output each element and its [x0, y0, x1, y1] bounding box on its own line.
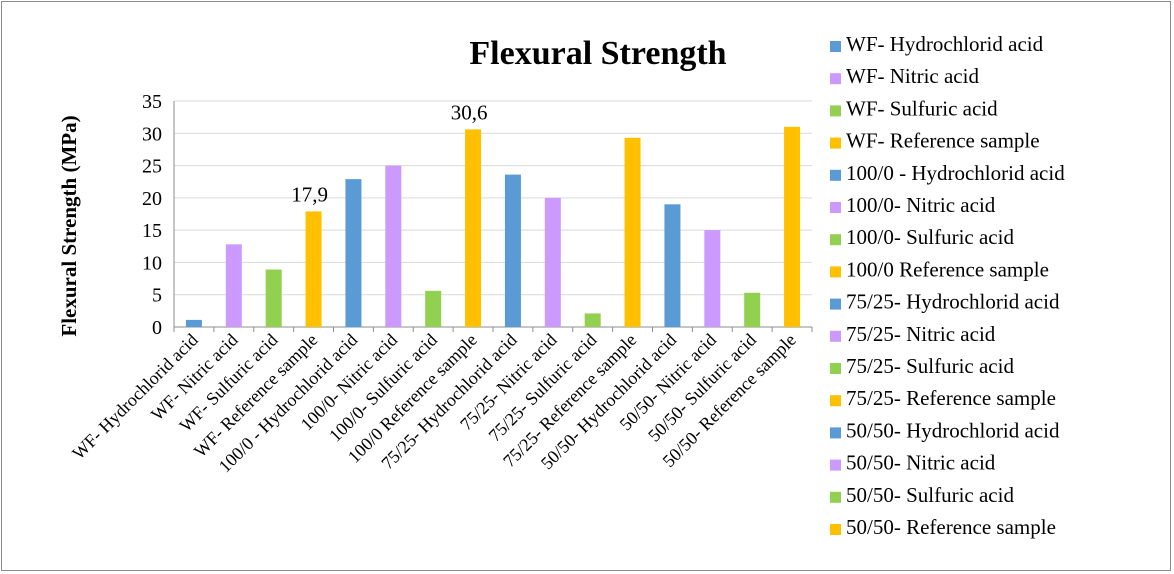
- bar: [345, 179, 362, 327]
- bar: [225, 244, 242, 327]
- legend-swatch: [830, 363, 841, 374]
- legend-swatch: [830, 137, 841, 149]
- legend-swatch: [830, 202, 841, 213]
- y-tick-label: 10: [142, 252, 162, 274]
- legend: WF- Hydrochlorid acid WF- Nitric acid WF- …: [830, 32, 1065, 539]
- y-axis-label: Flexural Strength (MPa): [57, 115, 81, 336]
- legend-item: 75/25- Sulfuric acid: [846, 354, 1014, 378]
- bar: [784, 126, 801, 327]
- legend-item: 100/0- Sulfuric acid: [846, 225, 1014, 249]
- y-tick-label: 0: [152, 317, 162, 339]
- legend-item: 50/50- Sulfuric acid: [846, 483, 1014, 507]
- legend-swatch: [830, 266, 841, 278]
- bar: [704, 230, 721, 327]
- legend-item: 50/50- Hydrochlorid acid: [846, 418, 1060, 442]
- y-tick-label: 35: [142, 91, 162, 113]
- y-tick-label: 5: [152, 285, 162, 307]
- y-tick-label: 30: [142, 123, 162, 145]
- legend-item: 100/0- Nitric acid: [846, 193, 996, 217]
- bar: [584, 313, 601, 327]
- legend-swatch: [830, 524, 841, 535]
- bar: [624, 137, 641, 327]
- legend-item: 50/50- Reference sample: [846, 515, 1056, 539]
- data-label: 30,6: [451, 100, 488, 124]
- chart-title: Flexural Strength: [469, 35, 726, 72]
- bar: [504, 174, 521, 327]
- bar: [544, 197, 561, 327]
- bar: [465, 129, 482, 327]
- legend-swatch: [830, 41, 841, 52]
- legend-item: 100/0 Reference sample: [846, 257, 1049, 281]
- legend-swatch: [830, 330, 841, 342]
- legend-swatch: [830, 491, 841, 503]
- bar: [385, 165, 402, 327]
- y-tick-label: 15: [142, 220, 162, 242]
- data-labels: 17,9 30,6: [291, 100, 487, 206]
- bar: [265, 269, 282, 327]
- legend-item: 75/25- Hydrochlorid acid: [846, 290, 1060, 314]
- legend-item: WF- Hydrochlorid acid: [846, 32, 1044, 56]
- bar: [185, 319, 202, 327]
- legend-swatch: [830, 73, 841, 85]
- legend-item: WF- Reference sample: [846, 129, 1040, 153]
- legend-item: WF- Nitric acid: [846, 64, 979, 88]
- legend-item: 75/25- Reference sample: [846, 386, 1056, 410]
- y-tick-labels: 0 5 10 15 20 25 30 35: [142, 91, 162, 339]
- legend-swatch: [830, 395, 841, 407]
- legend-item: 100/0 - Hydrochlorid acid: [846, 161, 1065, 185]
- legend-swatch: [830, 459, 841, 471]
- y-tick-label: 25: [142, 156, 162, 178]
- legend-swatch: [830, 169, 841, 181]
- legend-swatch: [830, 427, 841, 439]
- y-tick-label: 20: [142, 188, 162, 210]
- legend-swatch: [830, 105, 841, 117]
- legend-item: WF- Sulfuric acid: [846, 96, 998, 120]
- legend-item: 75/25- Nitric acid: [846, 322, 996, 346]
- bar: [425, 290, 442, 327]
- bar: [744, 292, 761, 327]
- legend-item: 50/50- Nitric acid: [846, 451, 996, 475]
- bars: [185, 126, 801, 327]
- legend-swatch: [830, 298, 841, 310]
- data-label: 17,9: [291, 182, 328, 206]
- bar: [305, 211, 322, 327]
- bar: [664, 204, 681, 327]
- legend-swatch: [830, 234, 841, 246]
